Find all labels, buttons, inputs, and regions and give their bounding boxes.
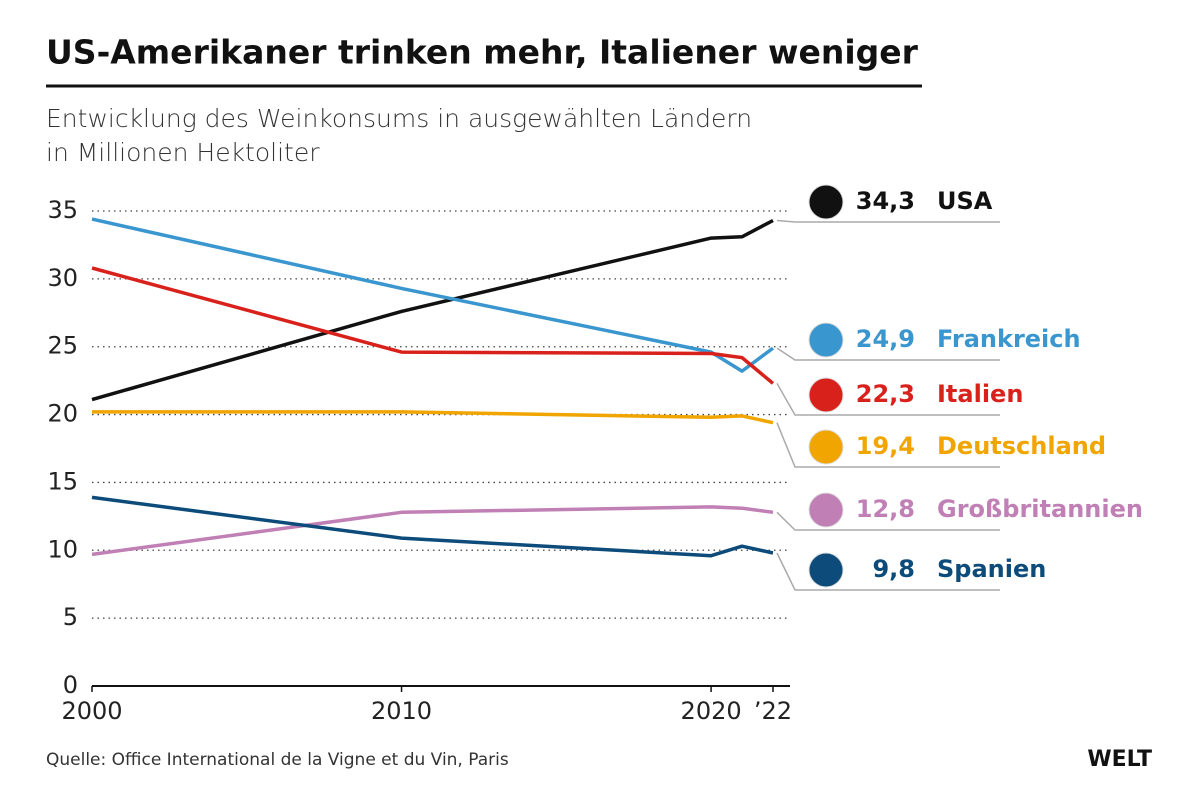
chart-title: US-Amerikaner trinken mehr, Italiener we… <box>46 33 919 72</box>
legend-label: Deutschland <box>937 432 1106 460</box>
value-label: 12,8 <box>856 495 915 523</box>
y-tick-label: 0 <box>63 671 78 699</box>
series-line <box>91 505 774 557</box>
legend-label: Italien <box>937 380 1023 408</box>
value-label: 34,3 <box>856 187 915 215</box>
series-line <box>91 266 775 385</box>
series-line <box>92 410 774 425</box>
y-tick-label: 30 <box>47 264 78 292</box>
flag-icon <box>808 184 844 220</box>
brand-logo: WELT <box>1087 747 1152 772</box>
leader-line <box>776 511 1000 531</box>
flag-icon <box>808 492 844 528</box>
legend-label: Frankreich <box>937 325 1081 353</box>
source: Quelle: Office International de la Vigne… <box>46 750 509 770</box>
value-label: 22,3 <box>856 380 915 408</box>
series-line <box>91 495 774 558</box>
flag-icon <box>808 322 844 358</box>
x-tick-label: ’22 <box>754 697 792 725</box>
y-tick-label: 15 <box>47 467 78 495</box>
value-label: 9,8 <box>872 555 915 583</box>
y-tick-label: 20 <box>47 400 78 428</box>
value-label: 19,4 <box>856 432 915 460</box>
y-tick-label: 10 <box>47 535 78 563</box>
leader-line <box>776 382 1000 416</box>
legend-label: Spanien <box>937 555 1046 583</box>
y-axis-label: in Millionen Hektoliter <box>46 138 320 167</box>
x-tick-label: 2000 <box>61 697 122 725</box>
x-tick-label: 2010 <box>371 697 432 725</box>
flag-icon <box>808 377 844 413</box>
y-tick-label: 25 <box>47 332 78 360</box>
legend-label: Großbritannien <box>937 495 1143 523</box>
y-tick-label: 5 <box>63 603 78 631</box>
y-tick-label: 35 <box>47 196 78 224</box>
x-tick-label: 2020 <box>681 697 742 725</box>
leader-line <box>776 347 1000 361</box>
legend-label: USA <box>937 187 993 215</box>
series-line <box>91 218 774 402</box>
flag-icon <box>808 429 844 465</box>
leader-line <box>776 219 1000 223</box>
subtitle: Entwicklung des Weinkonsums in ausgewähl… <box>46 104 752 133</box>
flag-icon <box>808 552 844 588</box>
leader-line <box>776 422 1000 468</box>
value-label: 24,9 <box>856 325 915 353</box>
leader-line <box>776 552 1000 591</box>
